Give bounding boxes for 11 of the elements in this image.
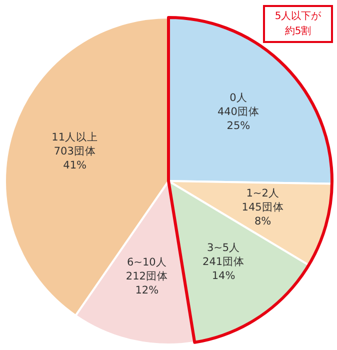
slice-label: 11人以上: [52, 130, 98, 144]
data-label: 703団体 41%: [54, 146, 96, 172]
data-label: 241団体 14%: [202, 256, 245, 282]
slice-label: 3~5人: [206, 242, 240, 254]
data-label: 145団体 8%: [242, 202, 284, 228]
slice-label: 6~10人: [126, 256, 167, 268]
data-label: 440団体 25%: [217, 106, 260, 132]
slice-label: 0人: [230, 92, 248, 104]
slice-label: 1~2人: [246, 188, 280, 200]
data-label: 212団体 12%: [126, 270, 168, 296]
text: 5人以下が約5割: [263, 5, 333, 43]
